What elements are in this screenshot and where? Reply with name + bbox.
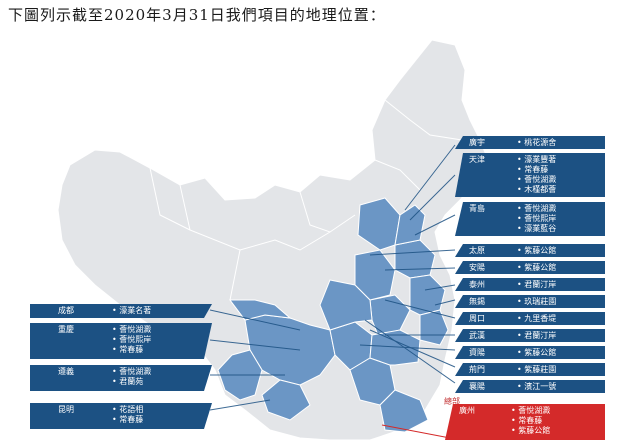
callout-city: 成都	[58, 306, 74, 315]
project-name: 濠業藍谷	[517, 224, 556, 234]
project-name: 君蘭苑	[112, 377, 151, 387]
callout-city: 泰州	[469, 280, 485, 289]
project-name: 常春藤	[511, 416, 550, 426]
callout-tianjin: 天津 濠業豐著 常春藤 薈悅湖澱 木槿都薈	[455, 153, 605, 197]
project-name: 君蘭汀岸	[517, 331, 556, 341]
callout-city: 武漢	[469, 331, 485, 340]
callout-jingmen: 荊門 紫藤莊園	[455, 363, 605, 376]
callout-city: 重慶	[58, 325, 74, 334]
project-name: 紫藤莊園	[517, 365, 556, 375]
project-name: 玖瑞莊園	[517, 297, 556, 307]
callout-city: 襄陽	[469, 382, 485, 391]
callout-xiangyang: 襄陽 濱江一號	[455, 380, 605, 393]
callout-city: 荊門	[469, 365, 485, 374]
project-name: 濠業名著	[112, 306, 151, 316]
callout-anyang: 安陽 紫藤公館	[455, 261, 605, 274]
project-name: 紫藤公館	[517, 246, 556, 256]
callout-ziyang: 資陽 紫藤公館	[455, 346, 605, 359]
callout-zunyi: 遵義 薈悅湖澱 君蘭苑	[30, 365, 212, 391]
project-name: 常春藤	[112, 345, 151, 355]
project-name: 紫藤公館	[517, 263, 556, 273]
callout-city: 廣州	[459, 406, 475, 415]
page-heading: 下圖列示截至2020年3月31日我們項目的地理位置：	[8, 6, 386, 24]
callout-city: 周口	[469, 314, 485, 323]
project-name: 薈悅湖澱	[112, 325, 151, 335]
callout-city: 青島	[469, 204, 485, 213]
project-name: 濠業豐著	[517, 155, 556, 165]
callout-wuxi: 無錫 玖瑞莊園	[455, 295, 605, 308]
callout-taizhou: 泰州 君蘭汀岸	[455, 278, 605, 291]
callout-city: 太原	[469, 246, 485, 255]
callout-city: 遵義	[58, 367, 74, 376]
callout-city: 安陽	[469, 263, 485, 272]
callout-city: 無錫	[469, 297, 485, 306]
project-name: 薈悅熙岸	[112, 335, 151, 345]
callout-zhoukou: 周口 九里香堤	[455, 312, 605, 325]
project-name: 薈悅熙岸	[517, 214, 556, 224]
callout-taiyuan: 太原 紫藤公館	[455, 244, 605, 257]
project-name: 紫藤公館	[511, 426, 550, 436]
project-name: 薈悅湖澱	[517, 204, 556, 214]
project-name: 君蘭汀岸	[517, 280, 556, 290]
project-name: 桃花源舍	[517, 138, 556, 148]
callout-city: 廣宇	[469, 138, 485, 147]
callout-city: 昆明	[58, 405, 74, 414]
callout-guangzhou: 廣州 薈悅湖澱 常春藤 紫藤公館	[445, 404, 605, 440]
project-name: 木槿都薈	[517, 185, 556, 195]
callout-qingdao: 青島 薈悅湖澱 薈悅熙岸 濠業藍谷	[455, 202, 605, 236]
project-provinces	[217, 197, 449, 433]
project-name: 九里香堤	[517, 314, 556, 324]
hq-marker-label: 總部	[444, 397, 460, 406]
callout-city: 天津	[469, 155, 485, 164]
callout-wuhan: 武漢 君蘭汀岸	[455, 329, 605, 342]
callout-chengdu: 成都 濠業名著	[30, 304, 212, 318]
project-name: 紫藤公館	[517, 348, 556, 358]
project-name: 薈悅湖澱	[517, 175, 556, 185]
project-name: 花語相	[112, 405, 143, 415]
project-name: 薈悅湖澱	[112, 367, 151, 377]
project-name: 薈悅湖澱	[511, 406, 550, 416]
project-name: 常春藤	[517, 165, 556, 175]
callout-kunming: 昆明 花語相 常春藤	[30, 403, 212, 429]
callout-guangyu: 廣宇 桃花源舍	[455, 136, 605, 149]
callout-chongqing: 重慶 薈悅湖澱 薈悅熙岸 常春藤	[30, 323, 212, 359]
callout-city: 資陽	[469, 348, 485, 357]
project-name: 濱江一號	[517, 382, 556, 392]
project-name: 常春藤	[112, 415, 143, 425]
